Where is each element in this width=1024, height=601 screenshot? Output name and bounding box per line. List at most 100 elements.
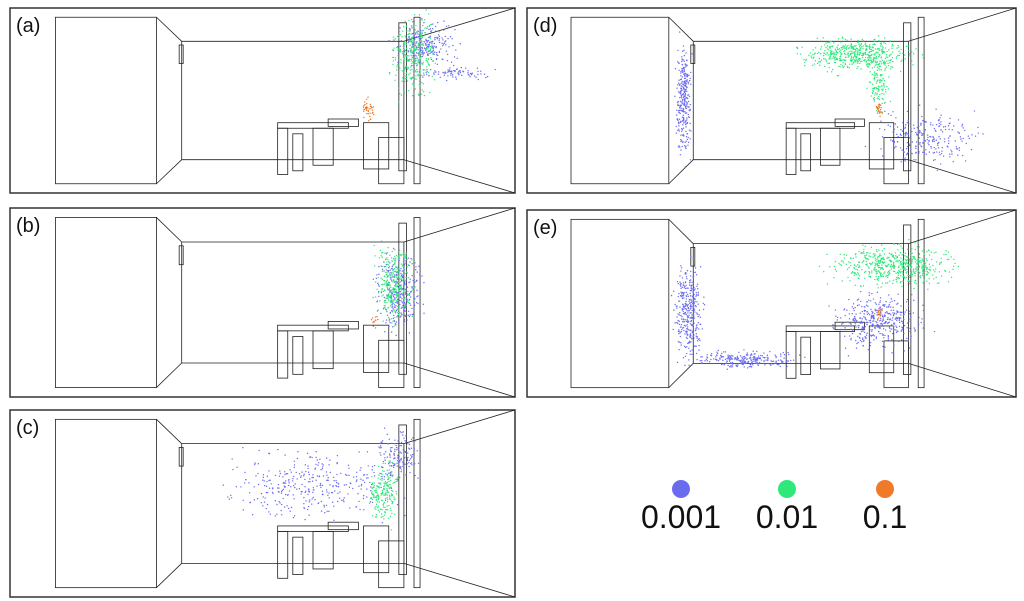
particle	[690, 329, 692, 331]
particle	[430, 50, 433, 53]
particle	[405, 441, 407, 443]
particle	[878, 307, 881, 310]
particle	[394, 275, 396, 277]
particle	[902, 314, 905, 317]
particle	[262, 474, 265, 476]
particle	[400, 470, 402, 473]
particle	[679, 121, 682, 124]
particle	[703, 304, 706, 306]
particle	[685, 135, 688, 138]
particle	[936, 169, 938, 172]
particle	[390, 493, 393, 495]
particle	[335, 479, 337, 482]
particle	[395, 257, 397, 260]
particle	[892, 314, 895, 317]
particle	[391, 265, 393, 268]
particle	[358, 451, 360, 453]
particle	[388, 269, 390, 272]
particle	[860, 290, 862, 293]
particle	[372, 111, 374, 114]
particle	[869, 341, 872, 344]
particle	[371, 492, 373, 495]
particle	[397, 477, 400, 479]
particle	[413, 25, 415, 27]
particle	[341, 499, 343, 502]
particle	[898, 318, 900, 320]
particle	[388, 517, 390, 520]
particle	[727, 356, 729, 359]
particle	[380, 290, 383, 292]
particle	[685, 123, 687, 126]
particle	[429, 28, 432, 30]
particle	[695, 335, 698, 337]
particle	[681, 60, 683, 63]
particle	[379, 482, 381, 484]
particle	[377, 505, 380, 507]
particle	[371, 476, 373, 478]
particle	[269, 479, 271, 481]
particle	[397, 292, 400, 294]
particle	[684, 95, 686, 97]
particle	[242, 446, 244, 449]
particle	[381, 287, 383, 290]
particle	[436, 54, 439, 57]
particle	[692, 300, 694, 303]
particle	[724, 358, 727, 360]
particle	[364, 106, 367, 109]
particle	[435, 58, 438, 61]
particle	[254, 463, 256, 466]
particle	[372, 278, 375, 280]
particle	[820, 46, 823, 48]
particle	[688, 329, 690, 331]
particle	[269, 513, 272, 515]
particle	[402, 274, 405, 277]
particle	[884, 67, 886, 70]
particle	[477, 78, 479, 81]
particle	[389, 254, 391, 256]
particle	[292, 485, 295, 487]
particle	[752, 357, 754, 359]
particle	[914, 270, 917, 273]
particle	[326, 474, 328, 476]
particle	[680, 323, 683, 326]
particle	[683, 80, 686, 83]
particle	[677, 91, 680, 93]
particle	[857, 325, 859, 327]
particle	[928, 282, 930, 285]
particle	[368, 502, 371, 504]
particle	[834, 61, 837, 64]
particle	[260, 492, 263, 495]
particle	[454, 28, 456, 31]
particle	[433, 42, 436, 45]
particle	[684, 121, 686, 124]
particle	[378, 482, 380, 484]
particle	[867, 58, 869, 61]
particle	[780, 355, 782, 357]
particle	[870, 316, 872, 318]
particle	[858, 336, 861, 339]
particle	[389, 291, 391, 293]
particle	[394, 324, 397, 326]
particle	[687, 113, 690, 116]
particle	[371, 317, 374, 319]
particle	[447, 69, 449, 71]
particle	[404, 49, 406, 52]
particle	[849, 262, 851, 264]
particle	[695, 327, 697, 330]
particle	[911, 130, 913, 133]
particle	[681, 80, 684, 83]
particle	[398, 290, 400, 292]
particle	[421, 46, 423, 48]
particle	[919, 143, 921, 145]
particle	[874, 38, 876, 41]
particle	[853, 45, 855, 47]
particle	[433, 79, 436, 81]
particle	[914, 279, 917, 282]
particle	[681, 127, 683, 130]
particle	[887, 124, 889, 126]
particle	[388, 469, 390, 471]
particle	[298, 488, 301, 490]
particle	[423, 281, 425, 284]
particle	[405, 276, 407, 279]
particle	[881, 250, 884, 252]
